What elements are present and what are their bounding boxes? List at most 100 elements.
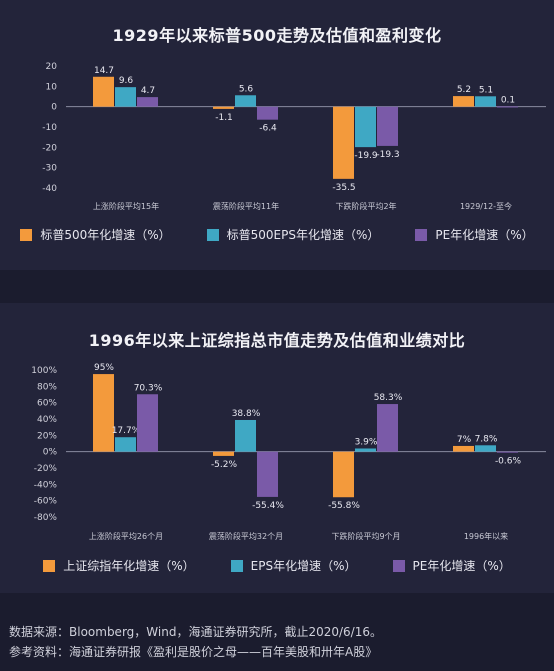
data-label: -35.5 <box>332 183 355 193</box>
bar-series-2 <box>235 419 256 452</box>
x-category-label: 下跌阶段平均2年 <box>335 201 396 211</box>
chart-title: 1996年以来上证综指总市值走势及估值和业绩对比 <box>88 331 466 350</box>
legend-label: 上证综指年化增速（%） <box>63 559 195 573</box>
legend-swatch <box>206 228 219 241</box>
data-label: 3.9% <box>355 437 378 447</box>
bar-series-3 <box>377 106 398 146</box>
bar-series-2 <box>355 106 376 148</box>
data-label: -19.3 <box>376 150 399 160</box>
legend-swatch <box>415 228 428 241</box>
x-category-label: 震荡阶段平均32个月 <box>209 531 283 541</box>
bar-series-1 <box>93 374 114 452</box>
bar-series-2 <box>115 87 136 107</box>
y-tick-label: -60% <box>34 497 58 507</box>
legend-item-series-1: 上证综指年化增速（%） <box>43 557 195 574</box>
data-label: 7.8% <box>475 434 498 444</box>
bar-series-1 <box>213 451 234 456</box>
y-tick-label: 80% <box>37 382 57 392</box>
data-label: -6.4 <box>259 124 277 134</box>
bar-series-1 <box>453 445 474 452</box>
bar-series-1 <box>213 106 234 109</box>
data-label: 4.7 <box>141 86 155 96</box>
bar-series-1 <box>333 106 354 179</box>
bar-series-2 <box>355 448 376 452</box>
chart-legend: 上证综指年化增速（%） EPS年化增速（%） PE年化增速（%） <box>0 557 554 574</box>
bar-series-3 <box>377 404 398 452</box>
x-category-label: 震荡阶段平均11年 <box>213 201 279 211</box>
bar-series-3 <box>137 97 158 107</box>
y-tick-label: -20% <box>34 464 58 474</box>
chart-plot-sp500: 20 10 0 -10 -20 -30 -40 14.7 9.6 4.7 上涨阶段平均15年 -1.1… <box>42 62 546 211</box>
legend-item-series-3: PE年化增速（%） <box>392 557 511 574</box>
data-label: 5.6 <box>239 84 254 94</box>
y-tick-label: 10 <box>46 82 58 92</box>
y-tick-label: 20% <box>37 431 57 441</box>
legend-item-series-1: 标普500年化增速（%） <box>20 226 171 243</box>
legend-swatch <box>392 559 405 572</box>
chart-title: 1929年以来标普500走势及估值和盈利变化 <box>112 26 442 45</box>
bar-series-3 <box>257 106 278 120</box>
legend-item-series-2: 标普500EPS年化增速（%） <box>206 226 380 243</box>
legend-label: PE年化增速（%） <box>435 228 534 242</box>
data-label: 17.7% <box>112 426 141 436</box>
data-label: 58.3% <box>374 393 403 403</box>
y-tick-label: -80% <box>34 513 58 523</box>
legend-swatch <box>20 228 33 241</box>
data-label: -55.4% <box>252 501 284 511</box>
legend-label: 标普500年化增速（%） <box>40 228 171 242</box>
legend-item-series-2: EPS年化增速（%） <box>230 557 357 574</box>
data-label: 0.1 <box>501 95 515 105</box>
legend-label: PE年化增速（%） <box>412 559 511 573</box>
y-tick-label: -40 <box>42 184 57 194</box>
y-tick-label: -40% <box>34 480 58 490</box>
bar-series-2 <box>235 95 256 107</box>
footer-source: 数据来源：Bloomberg，Wind，海通证券研究所，截止2020/6/16。 <box>9 625 382 639</box>
bar-series-2 <box>475 96 496 107</box>
y-tick-label: 60% <box>37 399 57 409</box>
data-label: 9.6 <box>119 76 134 86</box>
legend-swatch <box>230 559 243 572</box>
x-category-label: 1996年以来 <box>464 531 508 541</box>
bar-series-3 <box>497 106 518 108</box>
y-tick-label: -10 <box>42 123 57 133</box>
x-category-label: 上涨阶段平均15年 <box>93 201 159 211</box>
x-category-label: 1929/12-至今 <box>460 201 512 211</box>
data-label: 70.3% <box>134 383 163 393</box>
bar-series-1 <box>93 76 114 107</box>
legend-swatch <box>43 559 56 572</box>
data-label: -19.9 <box>354 151 378 161</box>
data-label: 38.8% <box>232 409 261 419</box>
bar-series-1 <box>333 451 354 498</box>
chart-plot-shanghai: 100% 80% 60% 40% 20% 0% -20% -40% -60% -80% 95% 17.… <box>31 363 546 541</box>
y-tick-label: -30 <box>42 164 57 174</box>
data-label: 7% <box>457 435 472 445</box>
y-tick-label: 100% <box>31 366 57 376</box>
y-tick-label: 20 <box>46 62 58 72</box>
chart-panel-sp500: 1929年以来标普500走势及估值和盈利变化 20 10 0 -10 -20 -30 -40… <box>0 0 554 270</box>
data-label: -5.2% <box>211 460 238 470</box>
data-label: 14.7 <box>94 66 114 76</box>
y-tick-label: -20 <box>42 143 57 153</box>
footer-reference: 参考资料：海通证券研报《盈利是股价之母——百年美股和卅年A股》 <box>9 645 378 659</box>
bar-series-3 <box>137 394 158 452</box>
data-label: -55.8% <box>328 501 360 511</box>
x-category-label: 下跌阶段平均9个月 <box>331 531 400 541</box>
bar-series-2 <box>475 445 496 452</box>
data-label: 5.2 <box>457 85 471 95</box>
legend-label: EPS年化增速（%） <box>250 559 357 573</box>
y-tick-label: 0 <box>51 103 57 113</box>
x-category-label: 上涨阶段平均26个月 <box>89 531 163 541</box>
y-tick-label: 0% <box>43 448 58 458</box>
chart-panel-shanghai: 1996年以来上证综指总市值走势及估值和业绩对比 100% 80% 60% 40% 20… <box>0 303 554 593</box>
data-label: -0.6% <box>495 457 522 467</box>
bar-series-2 <box>115 437 136 452</box>
chart-legend: 标普500年化增速（%） 标普500EPS年化增速（%） PE年化增速（%） <box>0 226 554 243</box>
data-label: 5.1 <box>479 85 493 95</box>
legend-label: 标普500EPS年化增速（%） <box>226 228 380 242</box>
y-tick-label: 40% <box>37 415 57 425</box>
footer: 数据来源：Bloomberg，Wind，海通证券研究所，截止2020/6/16。… <box>9 622 382 662</box>
data-label: -1.1 <box>215 113 233 123</box>
legend-item-series-3: PE年化增速（%） <box>415 226 534 243</box>
bar-series-3 <box>497 451 518 453</box>
data-label: 95% <box>94 363 114 373</box>
